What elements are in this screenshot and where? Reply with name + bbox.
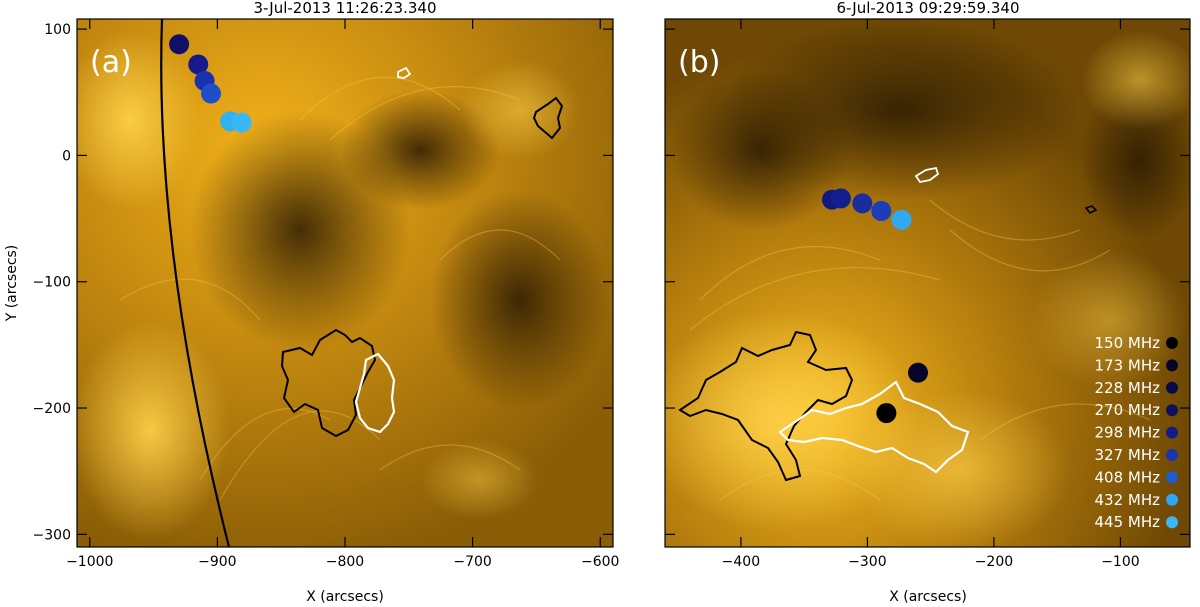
panel-a-ytick-label-2: −100 — [33, 275, 71, 291]
panel-b-letter: (b) — [678, 45, 720, 80]
panel-b-xtick-label-0: −400 — [722, 554, 760, 570]
panel-b-axes: −400 −300 −200 −100 — [665, 19, 1190, 570]
panel-b-point-5 — [871, 201, 892, 221]
legend-label-1: 173 MHz — [1095, 356, 1161, 374]
panel-a-point-1 — [188, 54, 209, 75]
legend-marker-2 — [1166, 381, 1178, 394]
panel-a-point-0 — [169, 34, 190, 55]
panel-b-xtick-label-3: −100 — [1101, 554, 1139, 570]
panel-a-xtick-label-3: −700 — [453, 554, 491, 570]
contour-white-b2 — [914, 166, 940, 184]
panel-a-xtick-label-0: −1000 — [66, 554, 113, 570]
contour-white-a2 — [397, 66, 412, 79]
legend-marker-0 — [1166, 337, 1178, 349]
panel-b-xtick-label-1: −300 — [848, 554, 886, 570]
panel-a-xtick-label-2: −800 — [326, 554, 364, 570]
panel-b-point-3 — [830, 188, 851, 209]
panel-b-legend: 150 MHz 173 MHz 228 MHz 270 MHz 298 MHz 327 M… — [1095, 334, 1178, 531]
legend-label-5: 327 MHz — [1095, 446, 1161, 464]
panel-b-frame — [664, 18, 1191, 548]
legend-marker-1 — [1166, 359, 1178, 372]
panel-b-point-0 — [876, 403, 897, 424]
panel-b-points — [821, 188, 929, 424]
panel-a-points — [169, 34, 252, 133]
legend-marker-7 — [1166, 493, 1178, 506]
panel-a-ytick-label-0: 100 — [44, 22, 71, 38]
panel-a-axes: −1000 −900 −800 −700 −600 100 0 −100 −200 −300 — [33, 19, 619, 570]
contour-black-b2 — [1084, 205, 1098, 215]
contour-white-b1 — [778, 380, 970, 474]
legend-label-2: 228 MHz — [1095, 379, 1161, 397]
panel-b-point-4 — [852, 193, 873, 214]
contour-black-b1 — [678, 330, 854, 482]
panel-b-point-6 — [891, 209, 912, 230]
panel-a-ytick-label-3: −200 — [33, 401, 71, 417]
panel-a-xtick-label-1: −900 — [198, 554, 236, 570]
panel-b-title: 6-Jul-2013 09:29:59.340 — [836, 0, 1019, 17]
solar-limb — [160, 19, 231, 547]
legend-label-0: 150 MHz — [1095, 334, 1161, 352]
panel-b-image — [665, 19, 1190, 547]
legend-marker-4 — [1166, 426, 1178, 439]
legend-label-8: 445 MHz — [1095, 513, 1161, 531]
panel-a: 3-Jul-2013 11:26:23.340 — [33, 0, 620, 605]
panel-b-point-1 — [908, 362, 929, 383]
legend-marker-6 — [1166, 471, 1178, 484]
contour-white-a1 — [354, 352, 396, 434]
panel-a-point-5 — [231, 112, 252, 133]
panel-b-xtick-label-2: −200 — [975, 554, 1013, 570]
y-axis-label: Y (arcsecs) — [4, 245, 20, 323]
legend-marker-8 — [1166, 516, 1178, 529]
contour-black-a2 — [532, 96, 564, 140]
legend-label-7: 432 MHz — [1095, 491, 1161, 509]
panel-a-xtick-label-4: −600 — [581, 554, 619, 570]
panel-a-letter: (a) — [90, 45, 132, 80]
panel-b: 6-Jul-2013 09:29:59.340 — [664, 0, 1191, 605]
panel-a-title: 3-Jul-2013 11:26:23.340 — [253, 0, 436, 17]
legend-label-4: 298 MHz — [1095, 424, 1161, 442]
legend-marker-3 — [1166, 404, 1178, 417]
panel-a-image — [77, 19, 613, 547]
panel-a-ytick-label-4: −300 — [33, 527, 71, 543]
panel-b-x-axis-label: X (arcsecs) — [889, 589, 967, 605]
panel-a-ytick-label-1: 0 — [62, 148, 71, 164]
legend-label-3: 270 MHz — [1095, 401, 1161, 419]
panel-a-x-axis-label: X (arcsecs) — [306, 589, 384, 605]
contour-black-a1 — [280, 328, 377, 438]
legend-label-6: 408 MHz — [1095, 468, 1161, 486]
legend-marker-5 — [1166, 449, 1178, 461]
panel-a-point-3 — [201, 83, 221, 104]
